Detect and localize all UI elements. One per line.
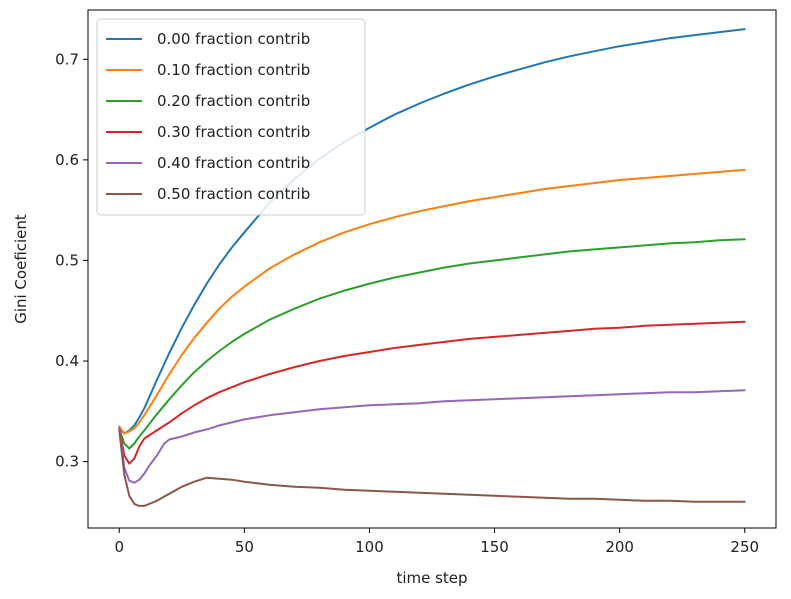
y-tick-label: 0.3	[55, 453, 79, 471]
x-tick-label: 200	[605, 538, 634, 556]
series-line-2	[118, 238, 746, 450]
y-tick-label: 0.4	[55, 352, 79, 370]
x-tick-label: 100	[355, 538, 384, 556]
x-tick-label: 250	[730, 538, 759, 556]
legend-label: 0.10 fraction contrib	[157, 61, 310, 79]
series-line-5	[118, 429, 746, 507]
y-tick-label: 0.7	[55, 50, 79, 68]
legend-label: 0.40 fraction contrib	[157, 154, 310, 172]
x-tick-label: 50	[235, 538, 254, 556]
y-tick-label: 0.5	[55, 251, 79, 269]
y-axis: 0.3 0.4 0.5 0.6 0.7	[55, 50, 88, 471]
y-axis-label: Gini Coeficient	[12, 214, 30, 324]
series-line-3	[118, 320, 746, 465]
y-tick-label: 0.6	[55, 151, 79, 169]
x-axis-label: time step	[396, 569, 467, 587]
x-tick-label: 150	[480, 538, 509, 556]
legend-label: 0.20 fraction contrib	[157, 92, 310, 110]
legend-label: 0.30 fraction contrib	[157, 123, 310, 141]
x-tick-label: 0	[114, 538, 124, 556]
series-line-1	[118, 168, 746, 435]
series-line-4	[118, 389, 746, 484]
legend-label: 0.50 fraction contrib	[157, 185, 310, 203]
series-layer	[118, 28, 746, 507]
legend-label: 0.00 fraction contrib	[157, 30, 310, 48]
legend-box	[96, 18, 366, 216]
legend: 0.00 fraction contrib 0.10 fraction contr…	[96, 18, 366, 216]
x-axis: 0 50 100 150 200 250	[114, 528, 759, 556]
plot-frame	[87, 9, 777, 529]
